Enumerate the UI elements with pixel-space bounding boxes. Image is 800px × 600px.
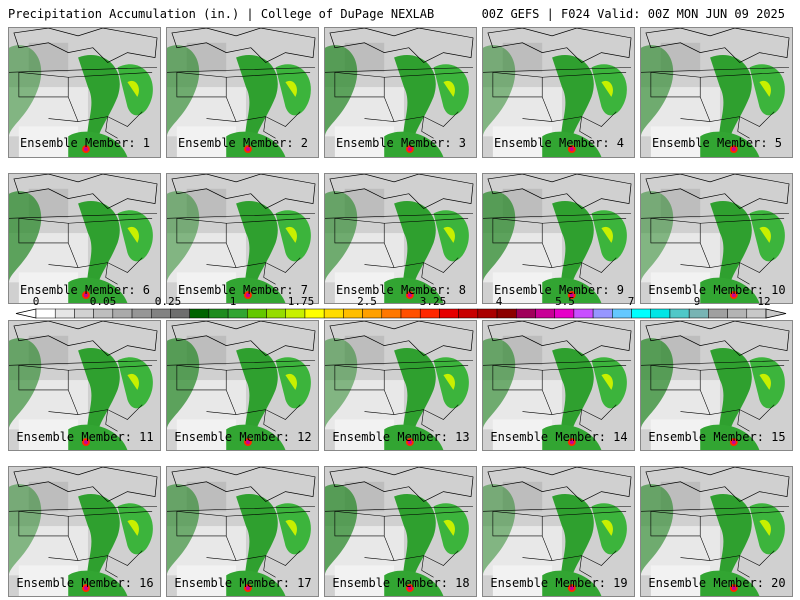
member-caption-15: Ensemble Member: 15 — [648, 430, 786, 444]
colorbar-tick-label: 12 — [757, 295, 771, 308]
member-caption-7: Ensemble Member: 7 — [177, 283, 309, 297]
colorbar-swatch — [151, 308, 171, 319]
member-map-18 — [324, 466, 477, 597]
colorbar-tick-label: 0 — [32, 295, 40, 308]
member-map-19 — [482, 466, 635, 597]
member-map-20 — [640, 466, 793, 597]
member-map-12 — [166, 320, 319, 451]
colorbar-swatch — [131, 308, 152, 319]
colorbar-tick-label: 5.5 — [555, 295, 575, 308]
colorbar-min-arrow — [15, 308, 37, 319]
colorbar-tick-label: 0.05 — [89, 295, 117, 308]
colorbar-swatch — [419, 308, 440, 319]
member-caption-18: Ensemble Member: 18 — [332, 576, 470, 590]
colorbar-tick-label: 0.25 — [154, 295, 182, 308]
member-caption-20: Ensemble Member: 20 — [648, 576, 786, 590]
member-map-10 — [640, 173, 793, 304]
member-map-3 — [324, 27, 477, 158]
colorbar-swatch — [381, 308, 402, 319]
product-title: Precipitation Accumulation (in.) | Colle… — [8, 7, 435, 21]
colorbar-swatch — [93, 308, 114, 319]
colorbar-swatch — [727, 308, 748, 319]
member-caption-3: Ensemble Member: 3 — [335, 136, 467, 150]
colorbar-swatch — [516, 308, 536, 319]
colorbar-swatch — [266, 308, 286, 319]
colorbar-swatch — [400, 308, 421, 319]
colorbar-swatch — [189, 308, 210, 319]
member-map-11 — [8, 320, 161, 451]
colorbar-swatch — [631, 308, 651, 319]
colorbar-swatch — [304, 308, 325, 319]
member-caption-1: Ensemble Member: 1 — [19, 136, 151, 150]
member-caption-6: Ensemble Member: 6 — [19, 283, 151, 297]
member-caption-17: Ensemble Member: 17 — [174, 576, 312, 590]
colorbar-swatch — [554, 308, 575, 319]
colorbar-swatch — [496, 308, 517, 319]
member-map-13 — [324, 320, 477, 451]
member-caption-12: Ensemble Member: 12 — [174, 430, 312, 444]
run-valid-time: 00Z GEFS | F024 Valid: 00Z MON JUN 09 20… — [481, 7, 785, 21]
colorbar-tick-label: 1.75 — [287, 295, 315, 308]
precip-colorbar: 0 0.05 0.25 1 1.75 2.5 3.25 4 5.5 7 9 12 — [0, 296, 800, 320]
member-caption-11: Ensemble Member: 11 — [16, 430, 154, 444]
member-map-9 — [482, 173, 635, 304]
colorbar-swatch — [573, 308, 594, 319]
member-caption-19: Ensemble Member: 19 — [490, 576, 628, 590]
colorbar-swatch — [650, 308, 671, 319]
member-map-2 — [166, 27, 319, 158]
colorbar-swatch — [227, 308, 248, 319]
member-caption-4: Ensemble Member: 4 — [493, 136, 625, 150]
member-map-5 — [640, 27, 793, 158]
colorbar-swatch — [247, 308, 267, 319]
member-caption-13: Ensemble Member: 13 — [332, 430, 470, 444]
member-caption-5: Ensemble Member: 5 — [651, 136, 783, 150]
colorbar-tick-label: 2.5 — [357, 295, 377, 308]
colorbar-swatch — [362, 308, 383, 319]
colorbar-swatch — [112, 308, 133, 319]
colorbar-swatch — [343, 308, 363, 319]
member-map-14 — [482, 320, 635, 451]
colorbar-swatch — [74, 308, 94, 319]
colorbar-tick-label: 4 — [495, 295, 503, 308]
member-map-6 — [8, 173, 161, 304]
colorbar-swatch — [170, 308, 190, 319]
colorbar-swatch — [323, 308, 344, 319]
colorbar-tick-label: 3.25 — [419, 295, 447, 308]
colorbar-swatch — [54, 308, 75, 319]
member-caption-2: Ensemble Member: 2 — [177, 136, 309, 150]
colorbar-swatch — [669, 308, 690, 319]
colorbar-swatch — [746, 308, 767, 319]
colorbar-max-arrow — [765, 308, 787, 319]
member-map-17 — [166, 466, 319, 597]
member-caption-10: Ensemble Member: 10 — [648, 283, 786, 297]
member-map-7 — [166, 173, 319, 304]
colorbar-swatch — [458, 308, 479, 319]
member-map-8 — [324, 173, 477, 304]
colorbar-swatch — [439, 308, 459, 319]
colorbar-swatch — [35, 308, 56, 319]
colorbar-swatch — [612, 308, 632, 319]
colorbar-swatch — [688, 308, 709, 319]
member-map-16 — [8, 466, 161, 597]
member-caption-16: Ensemble Member: 16 — [16, 576, 154, 590]
member-caption-14: Ensemble Member: 14 — [490, 430, 628, 444]
colorbar-tick-label: 7 — [627, 295, 635, 308]
colorbar-swatch — [285, 308, 306, 319]
colorbar-swatch — [535, 308, 555, 319]
colorbar-swatch — [477, 308, 498, 319]
colorbar-swatch — [708, 308, 728, 319]
colorbar-scale — [15, 308, 787, 319]
colorbar-swatch — [208, 308, 229, 319]
colorbar-swatch — [592, 308, 613, 319]
member-map-4 — [482, 27, 635, 158]
member-map-15 — [640, 320, 793, 451]
member-caption-9: Ensemble Member: 9 — [493, 283, 625, 297]
member-map-1 — [8, 27, 161, 158]
colorbar-tick-label: 1 — [229, 295, 237, 308]
member-caption-8: Ensemble Member: 8 — [335, 283, 467, 297]
colorbar-tick-label: 9 — [693, 295, 701, 308]
